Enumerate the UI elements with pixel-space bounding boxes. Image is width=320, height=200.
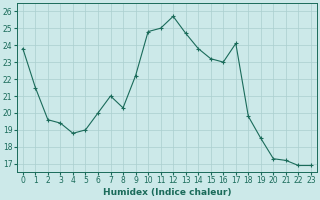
X-axis label: Humidex (Indice chaleur): Humidex (Indice chaleur) bbox=[103, 188, 231, 197]
